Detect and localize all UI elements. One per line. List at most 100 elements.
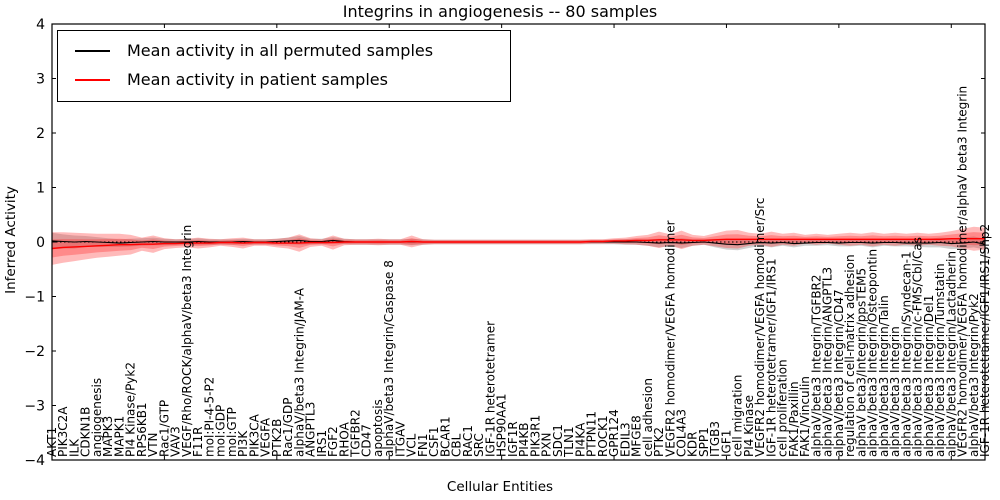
x-tick-label: CBL (450, 433, 464, 457)
x-tick-label: alphaV/beta3 Integrin/c-FMS/Cbl/Cas (911, 237, 925, 457)
x-tick-label: VTN (146, 432, 160, 457)
x-tick-label: RPS6KB1 (135, 402, 149, 457)
x-tick-label: Rac1/GTP (157, 400, 171, 457)
legend-item-patient: Mean activity in patient samples (58, 65, 510, 94)
x-tick-label: VEGFR2 homodimer/VEGFA homodimer (663, 220, 677, 457)
x-tick-label: MAPK3 (101, 416, 115, 457)
y-tick-label: −2 (24, 344, 45, 360)
x-tick-label: CDKN1B (79, 407, 93, 457)
legend-label-permuted: Mean activity in all permuted samples (127, 41, 434, 60)
patient-band-inner (52, 232, 985, 258)
legend-line-patient-icon (75, 78, 110, 81)
x-tick-label: mol:GDP (214, 405, 228, 457)
x-tick-label: VAV3 (169, 426, 183, 457)
x-tick-label: ILK (68, 438, 82, 457)
x-tick-label: PXN (540, 433, 554, 457)
x-tick-label: PTK2 (652, 427, 666, 457)
x-tick-label: alphaV beta3/Integrin/ppsTEM5 (854, 268, 868, 457)
x-tick-label: RAC1 (461, 425, 475, 457)
x-tick-label: angiogenesis (90, 378, 104, 457)
x-tick-label: IGF-1R heterotetramer/IGF1/IRS1 (764, 258, 778, 457)
x-tick-label: HSP90AA1 (495, 393, 509, 457)
x-tick-label: apoptosis (371, 399, 385, 457)
x-tick-label: FN1 (416, 433, 430, 457)
x-tick-label: alphaV/beta3 Integrin/Caspase 8 (382, 260, 396, 457)
x-tick-label: F11R (191, 426, 205, 457)
legend-label-patient: Mean activity in patient samples (127, 70, 388, 89)
x-tick-label: IGF1 (720, 430, 734, 457)
x-tick-label: alphaV/beta3 Integrin/Tumstatin (933, 263, 947, 457)
x-tick-label: EDIL3 (618, 422, 632, 457)
y-tick-label: 0 (36, 235, 45, 251)
x-tick-label: KDR (686, 432, 700, 457)
x-tick-label: MAPK1 (112, 416, 126, 457)
x-tick-label: PI4KB (517, 422, 531, 457)
x-tick-label: PI4 Kinase (742, 395, 756, 457)
x-tick-label: Rac1/GDP (281, 398, 295, 457)
y-tick-label: −4 (24, 453, 45, 469)
y-tick-label: 1 (36, 181, 45, 197)
x-tick-label: SRC (472, 433, 486, 457)
x-tick-label: RHOA (337, 421, 351, 457)
x-tick-label: IGF-1R heterotetramer (483, 321, 497, 457)
x-tick-label: alphaV/beta3 Integrin/Lactadherin (944, 251, 958, 457)
x-tick-label: CSF1 (427, 426, 441, 457)
x-tick-label: FAK1/Vinculin (798, 376, 812, 457)
x-tick-label: regulation of cell-matrix adhesion (843, 254, 857, 457)
x-tick-label: cell proliferation (776, 359, 790, 457)
x-tick-label: IGF-1R heterotetramer/IGF1/IRS1/Shp2 (978, 224, 992, 457)
y-axis-label: Inferred Activity (3, 186, 19, 294)
x-axis-label: Cellular Entities (446, 479, 554, 495)
x-tick-label: IGF1R (506, 421, 520, 457)
x-tick-label: COL4A3 (675, 409, 689, 457)
x-tick-label: VCL (405, 433, 419, 457)
y-tick-label: −1 (24, 290, 45, 306)
x-tick-label: mol:GTP (225, 407, 239, 457)
x-tick-label: alphaV/beta3 Integrin/Del1 (922, 295, 936, 457)
x-tick-label: alphaV/beta3 Integrin/ANGPTL3 (821, 267, 835, 457)
x-tick-label: FGF2 (326, 426, 340, 457)
x-tick-label: PI4KA (573, 422, 587, 457)
x-tick-label: TGFBR2 (349, 409, 363, 458)
x-tick-label: ITGB3 (708, 421, 722, 457)
x-tick-label: TLN1 (562, 426, 576, 458)
x-tick-label: SDC1 (551, 424, 565, 457)
x-tick-label: PIK3R1 (528, 415, 542, 457)
x-tick-label: PI3K (236, 430, 250, 457)
x-tick-label: CD47 (360, 424, 374, 457)
x-tick-label: alphaV/beta3 Integrin/Syndecan-1 (899, 251, 913, 457)
x-tick-label: alphaV/beta3 Integrin/JAM-A (292, 287, 306, 457)
x-tick-label: BCAR1 (438, 416, 452, 457)
x-tick-label: AKT1 (45, 427, 59, 457)
x-tick-label: alphaV/beta3 Integrin/CD47 (832, 289, 846, 457)
x-tick-label: PIK3CA (247, 413, 261, 457)
x-tick-label: alphaV/beta3 Integrin/TGFBR2 (809, 274, 823, 457)
x-tick-label: alphaV/beta3 Integrin/Pyk2 (967, 293, 981, 457)
x-tick-label: cell migration (731, 375, 745, 457)
x-tick-label: VEGF/Rho/ROCK/alphaV/beta3 Integrin (180, 225, 194, 457)
y-tick-label: 2 (36, 126, 45, 142)
x-tick-label: PIK3C2A (56, 406, 70, 457)
x-tick-label: mol:PI-4-5-P2 (202, 377, 216, 457)
x-tick-label: GPR124 (607, 409, 621, 457)
x-tick-label: cell adhesion (641, 378, 655, 457)
legend: Mean activity in all permuted samples Me… (57, 30, 511, 102)
legend-item-permuted: Mean activity in all permuted samples (58, 36, 510, 65)
x-tick-label: ITGAV (394, 420, 408, 457)
x-tick-label: PTPN11 (585, 411, 599, 457)
patient-band (52, 226, 985, 265)
x-tick-label: alphaV/beta3 Integrin (888, 326, 902, 457)
chart-title: Integrins in angiogenesis -- 80 samples (342, 2, 658, 21)
x-tick-label: SPP1 (697, 427, 711, 457)
patient-mean-line (51, 237, 985, 250)
x-tick-label: MFGE8 (630, 415, 644, 457)
legend-line-permuted-icon (75, 49, 110, 52)
x-tick-label: alphaV/beta3 Integrin/Osteopontin (866, 249, 880, 457)
x-tick-label: ROCK1 (596, 415, 610, 457)
y-tick-label: 3 (36, 72, 45, 88)
x-tick-label: IRS1 (315, 430, 329, 457)
y-tick-label: −3 (24, 399, 45, 415)
x-tick-label: ANGPTL3 (304, 402, 318, 457)
